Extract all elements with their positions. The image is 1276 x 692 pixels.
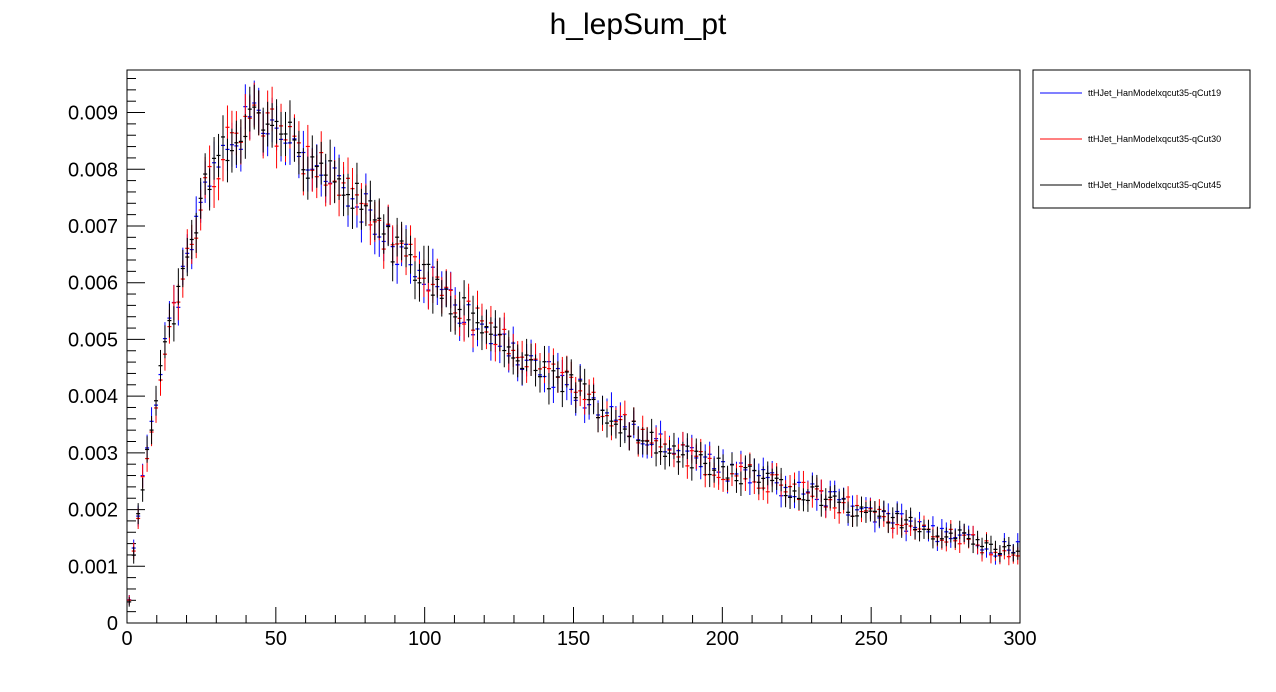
plot-frame [126, 69, 1021, 624]
y-tick-label: 0.008 [68, 159, 118, 181]
x-tick-label: 300 [1003, 628, 1036, 650]
x-tick-label: 150 [557, 628, 590, 650]
y-tick-label: 0.005 [68, 329, 118, 351]
y-tick-label: 0.002 [68, 500, 118, 522]
y-tick-label: 0.007 [68, 216, 118, 238]
y-tick-label: 0.001 [68, 556, 118, 578]
x-tick-label: 250 [854, 628, 887, 650]
x-tick-label: 200 [706, 628, 739, 650]
chart-title: h_lepSum_pt [550, 8, 727, 41]
y-tick-label: 0.004 [68, 386, 118, 408]
series-layer [127, 80, 1020, 607]
y-tick-label: 0.009 [68, 103, 118, 125]
y-axis: 0 0.001 0.002 0.003 0.004 0.005 0.006 0.007 0.00… [68, 78, 145, 635]
series-0 [127, 80, 1020, 605]
x-tick-label: 100 [408, 628, 441, 650]
legend-label-qcut45: ttHJet_HanModelxqcut35-qCut45 [1088, 180, 1221, 190]
series-1 [127, 82, 1020, 605]
y-tick-label: 0.006 [68, 273, 118, 295]
y-tick-label: 0 [107, 613, 118, 635]
series-2 [127, 84, 1020, 607]
legend: ttHJet_HanModelxqcut35-qCut19 ttHJet_Han… [1032, 69, 1251, 209]
y-tick-label: 0.003 [68, 443, 118, 465]
x-tick-label: 0 [121, 628, 132, 650]
x-tick-label: 50 [265, 628, 287, 650]
legend-label-qcut19: ttHJet_HanModelxqcut35-qCut19 [1088, 88, 1221, 98]
legend-label-qcut30: ttHJet_HanModelxqcut35-qCut30 [1088, 134, 1221, 144]
x-axis: 0 50 100 150 200 250 300 [121, 607, 1037, 650]
